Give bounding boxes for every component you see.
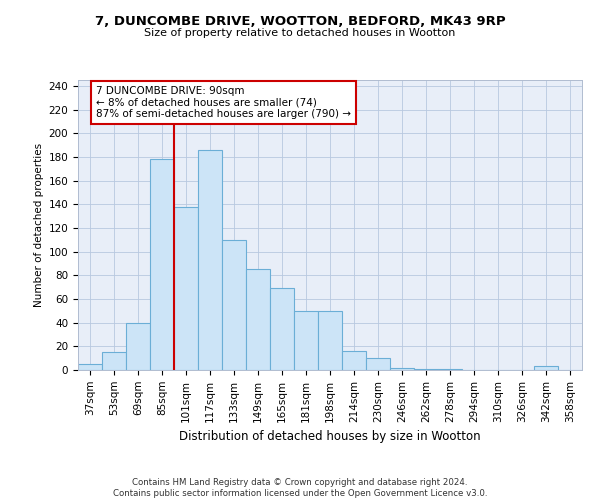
Y-axis label: Number of detached properties: Number of detached properties <box>34 143 44 307</box>
Bar <box>438 369 462 370</box>
Bar <box>342 351 366 370</box>
Bar <box>534 366 558 370</box>
Bar <box>78 364 102 370</box>
Bar <box>414 369 438 370</box>
Bar <box>270 288 294 370</box>
Text: Size of property relative to detached houses in Wootton: Size of property relative to detached ho… <box>145 28 455 38</box>
Text: 7 DUNCOMBE DRIVE: 90sqm
← 8% of detached houses are smaller (74)
87% of semi-det: 7 DUNCOMBE DRIVE: 90sqm ← 8% of detached… <box>96 86 351 119</box>
Bar <box>318 311 342 370</box>
Text: Contains HM Land Registry data © Crown copyright and database right 2024.
Contai: Contains HM Land Registry data © Crown c… <box>113 478 487 498</box>
Bar <box>294 311 318 370</box>
Bar <box>174 206 198 370</box>
Text: 7, DUNCOMBE DRIVE, WOOTTON, BEDFORD, MK43 9RP: 7, DUNCOMBE DRIVE, WOOTTON, BEDFORD, MK4… <box>95 15 505 28</box>
Bar <box>390 368 414 370</box>
Bar <box>198 150 222 370</box>
Bar <box>366 358 390 370</box>
Bar <box>150 160 174 370</box>
X-axis label: Distribution of detached houses by size in Wootton: Distribution of detached houses by size … <box>179 430 481 443</box>
Bar <box>102 352 126 370</box>
Bar <box>222 240 246 370</box>
Bar <box>246 270 270 370</box>
Bar <box>126 322 150 370</box>
